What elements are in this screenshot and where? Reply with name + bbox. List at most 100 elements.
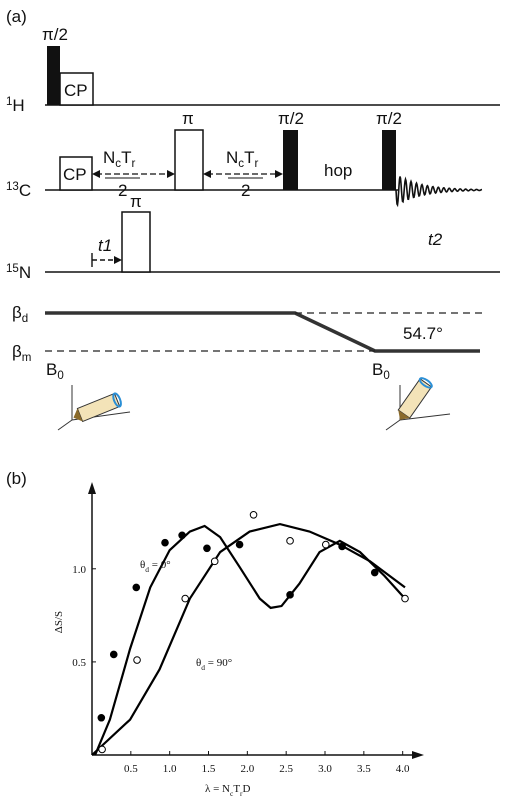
text-part: θ [196,657,201,669]
text-part: D [243,783,251,795]
data-point [203,544,211,553]
text-part: β [12,342,22,361]
pulse [47,46,60,105]
text-part: c [238,158,244,170]
acquisition-label: t2 [428,230,443,249]
delay-label: 2 [241,181,250,200]
y-axis-label: ΔS/S [53,611,65,633]
text-part: 0 [57,370,63,382]
text-part: r [240,789,243,797]
text-part: d [22,313,28,325]
pulse [121,211,151,273]
panel-label: (b) [6,469,27,488]
delay-label: NcTr [226,148,258,170]
text-part: T [121,148,131,167]
text-part: H [12,96,24,115]
data-point [161,538,169,547]
x-tick-label: 3.0 [318,763,332,775]
y-tick-label: 0.5 [72,657,86,669]
x-tick-label: 1.0 [163,763,177,775]
data-point [401,594,409,603]
delay-label: 2 [118,181,127,200]
data-point [286,591,294,599]
data-point [178,531,186,540]
hop-label: hop [324,161,352,180]
curve-label: θd = 90° [196,657,232,672]
text-part: r [131,158,135,170]
data-point [286,537,294,545]
text-part: N [103,148,115,167]
data-point [98,745,106,754]
chart: (b) ΔS/S λ = NcTrD 0.5 1.0 1.5 2.0 2.5 3.0 3.5… [6,469,424,797]
curve-label: θd = 0° [140,559,171,574]
rotor-icon [57,385,131,431]
text-part: B [46,360,57,379]
x-axis-label: λ = NcTrD [205,783,251,797]
cp-label: CP [63,165,87,184]
data-point [181,594,190,603]
data-point [133,656,141,664]
field-label: B0 [46,360,64,382]
text-part: d [145,565,149,574]
x-tick-label: 2.5 [279,763,293,775]
text-part: λ = N [205,783,230,795]
x-tick-label: 4.0 [396,763,410,775]
text-part: C [19,181,31,200]
text-part: 1 [6,96,12,108]
angle-trajectory [45,311,480,353]
text-part: 15 [6,263,19,275]
angle-label: βm [12,342,31,364]
arrow-heads [92,170,283,264]
text-part: c [115,158,121,170]
pulse-label: π/2 [376,109,402,128]
text-part: T [244,148,254,167]
cp-box [59,72,94,106]
data-point [235,540,244,549]
text-part: = 0° [149,559,171,571]
delay-label: NcTr [103,148,135,170]
rotor-icon [385,377,451,431]
pulse-label: π [130,192,142,211]
x-tick-label: 0.5 [124,763,138,775]
angle-value: 54.7° [403,324,443,343]
channel-label: 1H [6,96,25,115]
cp-box [59,156,93,191]
channel-label: 13C [6,181,31,200]
field-label: B0 [372,360,390,382]
pulse [174,129,204,191]
y-tick-label: 1.0 [72,564,86,576]
evolution-label: t1 [98,236,112,255]
data-point [249,510,258,519]
text-part: r [254,158,258,170]
axis-arrow [412,751,424,759]
data-point [109,650,118,659]
data-point [370,568,379,577]
text-part: β [12,303,22,322]
text-part: N [19,263,31,282]
pulse [283,130,298,190]
text-part: N [226,148,238,167]
angle-label: βd [12,303,28,325]
pulse [382,130,396,190]
text-part: θ [140,559,145,571]
axis-arrow [88,482,96,494]
fit-curve [94,524,406,756]
x-tick-label: 3.5 [357,763,371,775]
data-point [321,540,330,549]
pulse-label: π/2 [42,25,68,44]
fit-curve [91,522,406,756]
fid [395,176,483,208]
text-part: m [22,352,32,364]
x-tick-label: 1.5 [202,763,216,775]
pulse-sequence: (a) π/2 CP 1H CP 13C NcTr 2 π NcTr 2 π/2… [6,7,500,431]
text-part: 13 [6,181,19,193]
pulse-label: π [182,109,194,128]
text-part: c [230,789,234,797]
text-part: = 90° [205,657,232,669]
text-part: 0 [383,370,389,382]
data-point [132,583,141,592]
x-tick-label: 2.0 [240,763,254,775]
text-part: B [372,360,383,379]
cp-label: CP [64,81,88,100]
data-point [97,713,106,722]
